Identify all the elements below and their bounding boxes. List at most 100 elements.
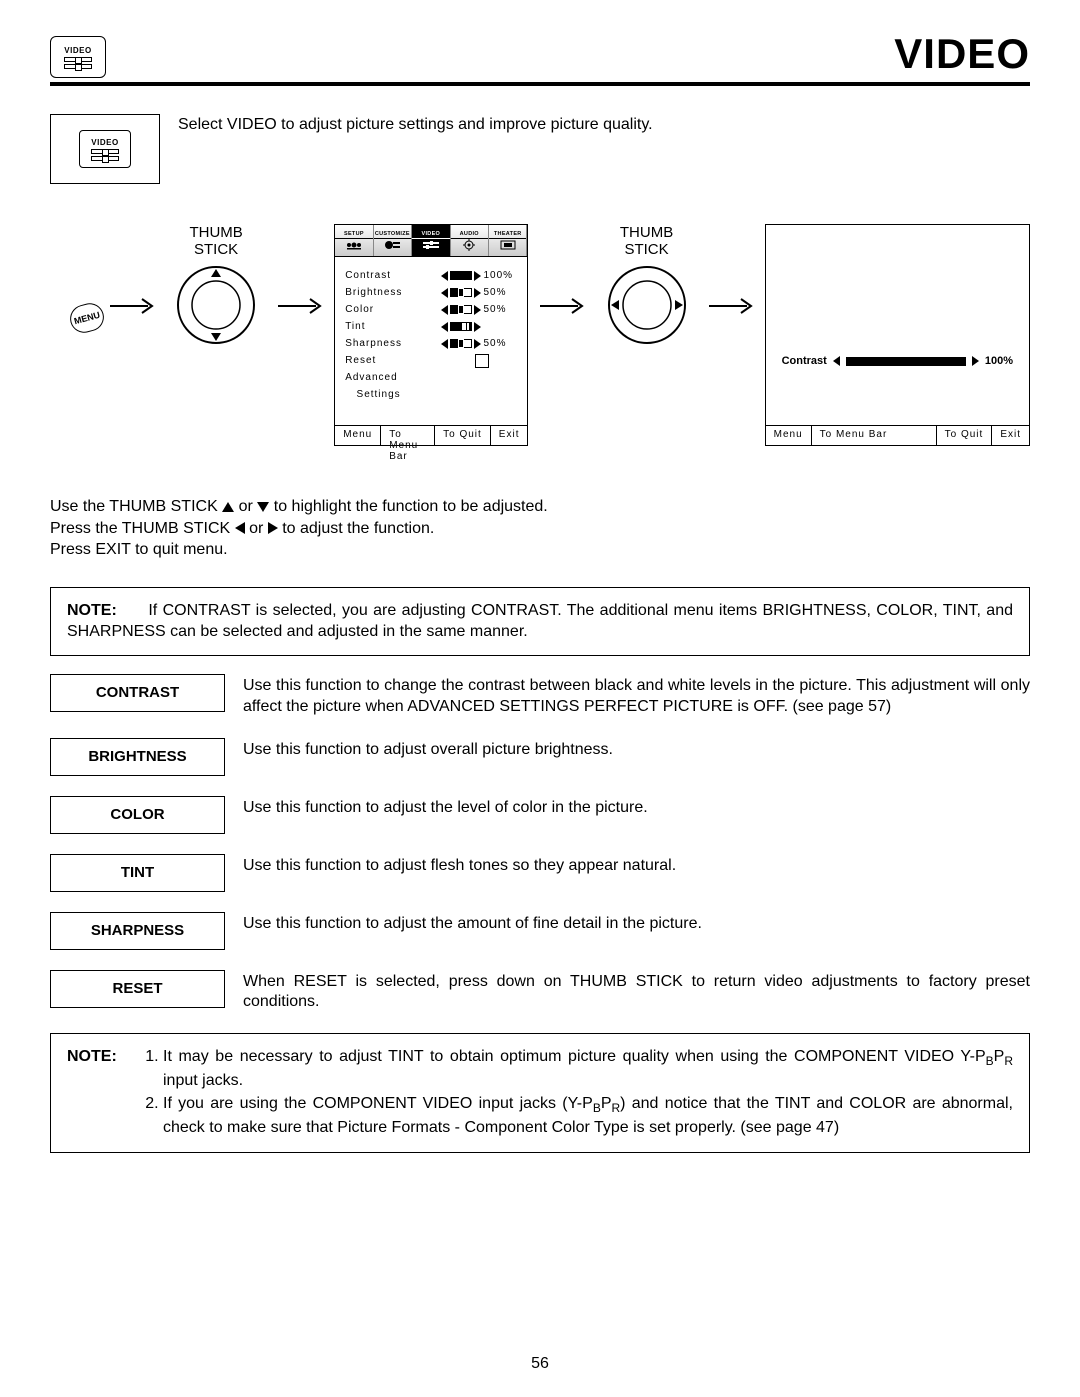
slider-widget: 50% [441, 338, 517, 349]
menu-item-label: Contrast [345, 270, 435, 281]
right-arrow-icon [268, 522, 278, 534]
video-icon-small: VIDEO [50, 36, 106, 78]
footer-exit: Exit [491, 426, 528, 445]
menu-item: Contrast 100% [345, 267, 517, 284]
menu-item: Reset [345, 352, 517, 369]
page-header: VIDEO VIDEO [50, 30, 1030, 86]
icon-label: VIDEO [64, 46, 91, 55]
menu-item-label: Advanced [345, 372, 435, 383]
function-label: RESET [50, 970, 225, 1008]
reset-box-icon [475, 354, 489, 368]
right-arrow-icon [972, 356, 979, 366]
thumbstick-label: THUMBSTICK [189, 224, 242, 259]
instruction-line: Use the THUMB STICK or to highlight the … [50, 496, 1030, 518]
function-label: COLOR [50, 796, 225, 834]
menu-item-label: Sharpness [345, 338, 435, 349]
footer-quit: To Quit [435, 426, 491, 445]
menu-tab-bar: SETUPCUSTOMIZEVIDEOAUDIOTHEATER [335, 225, 527, 257]
instruction-line: Press the THUMB STICK or to adjust the f… [50, 518, 1030, 540]
tab-audio: AUDIO [451, 225, 489, 256]
function-row: COLOR Use this function to adjust the lev… [50, 796, 1030, 834]
tab-customize: CUSTOMIZE [374, 225, 412, 256]
up-arrow-icon [222, 502, 234, 512]
menu-item: Sharpness 50% [345, 335, 517, 352]
menu-item-label: Reset [345, 355, 435, 366]
arrow-icon [108, 224, 156, 318]
function-description: Use this function to change the contrast… [243, 674, 1030, 718]
function-description: Use this function to adjust the amount o… [243, 912, 1030, 935]
menu-button-icon: MENU [67, 300, 107, 336]
page-number: 56 [0, 1355, 1080, 1373]
footer-quit: To Quit [937, 426, 993, 445]
function-description: Use this function to adjust overall pict… [243, 738, 1030, 761]
arrow-icon [538, 224, 586, 318]
function-row: CONTRAST Use this function to change the … [50, 674, 1030, 718]
slider-widget [441, 322, 517, 332]
note-list-item: It may be necessary to adjust TINT to ob… [163, 1046, 1013, 1091]
menu-item-label: Settings [345, 389, 435, 400]
zoom-slider-row: Contrast 100% [782, 355, 1013, 367]
thumbstick-left: THUMBSTICK [166, 224, 266, 347]
function-table: CONTRAST Use this function to change the … [50, 674, 1030, 1013]
menu-item: Settings [345, 386, 517, 403]
note-list-item: If you are using the COMPONENT VIDEO inp… [163, 1093, 1013, 1138]
thumbstick-icon [174, 263, 258, 347]
diagram-section: MENU THUMBSTICK SETUPCUSTOMIZEVIDEOAUDIO… [50, 224, 1030, 446]
function-label: TINT [50, 854, 225, 892]
note-label: NOTE: [67, 600, 143, 622]
function-row: BRIGHTNESSUse this function to adjust ov… [50, 738, 1030, 776]
menu-item: Advanced [345, 369, 517, 386]
slider-glyph-icon [91, 149, 119, 154]
instructions-block: Use the THUMB STICK or to highlight the … [50, 496, 1030, 561]
zoom-value: 100% [985, 355, 1013, 367]
footer-menubar: To Menu Bar [381, 426, 435, 445]
slider-widget: 50% [441, 287, 517, 298]
note-text: If CONTRAST is selected, you are adjusti… [67, 602, 1013, 641]
slider-glyph-icon [64, 64, 92, 69]
page-title: VIDEO [894, 30, 1030, 78]
contrast-zoom-screen: Contrast 100% Menu To Menu Bar To Quit E… [765, 224, 1030, 446]
slider-glyph-icon [64, 57, 92, 62]
menu-item: Brightness 50% [345, 284, 517, 301]
thumbstick-label: THUMBSTICK [620, 224, 673, 259]
footer-exit: Exit [992, 426, 1029, 445]
arrow-icon [276, 224, 324, 318]
tab-setup: SETUP [335, 225, 373, 256]
function-row: TINT Use this function to adjust flesh to… [50, 854, 1030, 892]
down-arrow-icon [257, 502, 269, 512]
function-description: When RESET is selected, press down on TH… [243, 970, 1030, 1014]
tab-theater: THEATER [489, 225, 527, 256]
note-box-2: NOTE: It may be necessary to adjust TINT… [50, 1033, 1030, 1153]
screen-footer: Menu To Menu Bar To Quit Exit [335, 425, 527, 445]
slider-widget: 100% [441, 270, 517, 281]
zoom-slider-track [846, 357, 966, 366]
video-menu-screen: SETUPCUSTOMIZEVIDEOAUDIOTHEATER Contrast… [334, 224, 528, 446]
instruction-line: Press EXIT to quit menu. [50, 539, 1030, 561]
thumbstick-icon [605, 263, 689, 347]
menu-item-label: Brightness [345, 287, 435, 298]
menu-item-label: Tint [345, 321, 435, 332]
left-arrow-icon [833, 356, 840, 366]
zoom-label: Contrast [782, 355, 827, 367]
menu-item-label: Color [345, 304, 435, 315]
arrow-icon [707, 224, 755, 318]
slider-glyph-icon [91, 156, 119, 161]
function-label: SHARPNESS [50, 912, 225, 950]
tab-video: VIDEO [412, 225, 450, 256]
menu-item: Color 50% [345, 301, 517, 318]
footer-menu: Menu [766, 426, 812, 445]
intro-text: Select VIDEO to adjust picture settings … [178, 114, 653, 134]
function-label: CONTRAST [50, 674, 225, 712]
note-label: NOTE: [67, 1046, 143, 1140]
left-arrow-icon [235, 522, 245, 534]
video-icon-large: VIDEO [50, 114, 160, 184]
footer-menubar: To Menu Bar [812, 426, 937, 445]
thumbstick-right: THUMBSTICK [596, 224, 696, 347]
function-description: Use this function to adjust the level of… [243, 796, 1030, 819]
intro-section: VIDEO Select VIDEO to adjust picture set… [50, 114, 1030, 184]
slider-widget: 50% [441, 304, 517, 315]
footer-menu: Menu [335, 426, 381, 445]
note-list: It may be necessary to adjust TINT to ob… [143, 1046, 1013, 1140]
note-box-1: NOTE: If CONTRAST is selected, you are a… [50, 587, 1030, 656]
function-description: Use this function to adjust flesh tones … [243, 854, 1030, 877]
